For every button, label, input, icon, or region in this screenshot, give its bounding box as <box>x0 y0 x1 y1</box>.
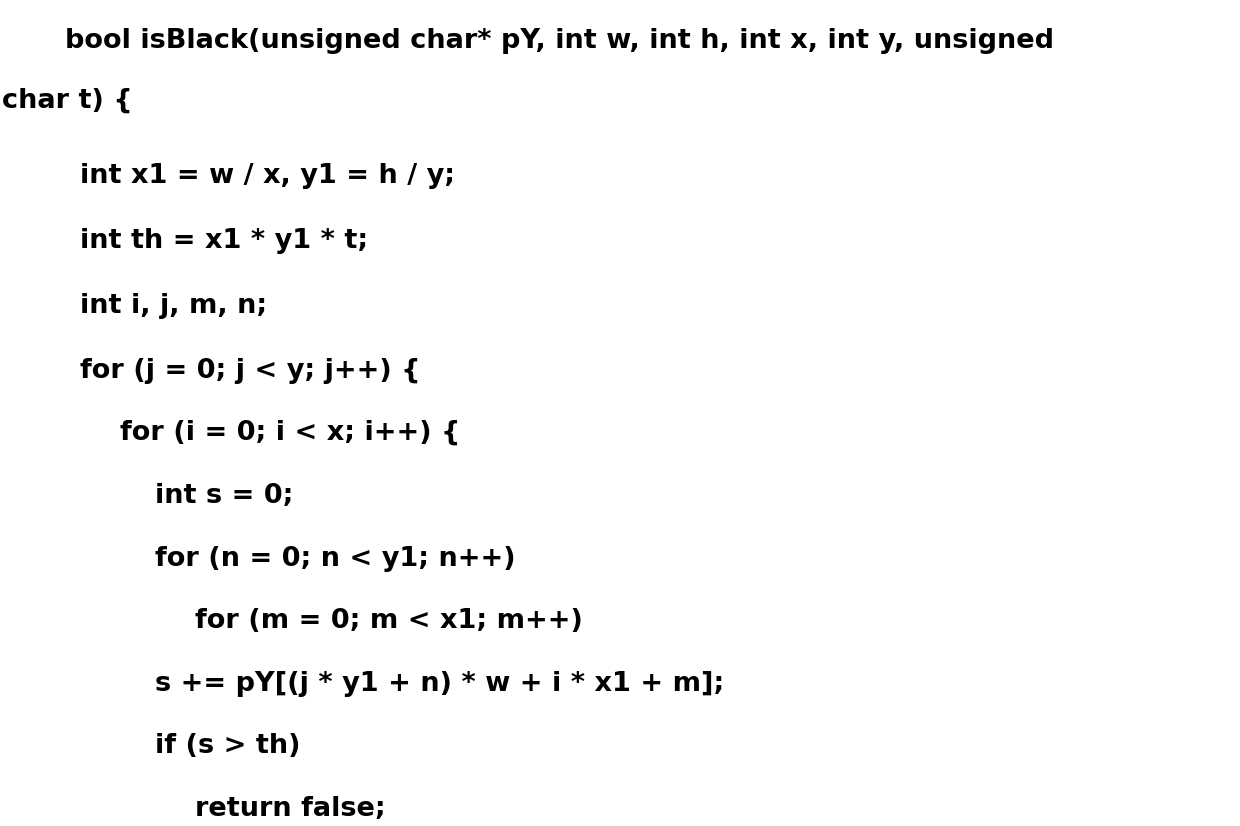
Text: char t) {: char t) { <box>2 88 133 114</box>
Text: if (s > th): if (s > th) <box>155 733 300 759</box>
Text: for (i = 0; i < x; i++) {: for (i = 0; i < x; i++) { <box>120 420 460 446</box>
Text: return false;: return false; <box>195 796 386 822</box>
Text: bool isBlack(unsigned char* pY, int w, int h, int x, int y, unsigned: bool isBlack(unsigned char* pY, int w, i… <box>64 28 1054 54</box>
Text: for (m = 0; m < x1; m++): for (m = 0; m < x1; m++) <box>195 608 583 634</box>
Text: int s = 0;: int s = 0; <box>155 483 294 509</box>
Text: s += pY[(j * y1 + n) * w + i * x1 + m];: s += pY[(j * y1 + n) * w + i * x1 + m]; <box>155 671 724 697</box>
Text: for (j = 0; j < y; j++) {: for (j = 0; j < y; j++) { <box>81 358 420 384</box>
Text: for (n = 0; n < y1; n++): for (n = 0; n < y1; n++) <box>155 546 516 572</box>
Text: int th = x1 * y1 * t;: int th = x1 * y1 * t; <box>81 228 368 254</box>
Text: int i, j, m, n;: int i, j, m, n; <box>81 293 267 319</box>
Text: int x1 = w / x, y1 = h / y;: int x1 = w / x, y1 = h / y; <box>81 163 455 189</box>
